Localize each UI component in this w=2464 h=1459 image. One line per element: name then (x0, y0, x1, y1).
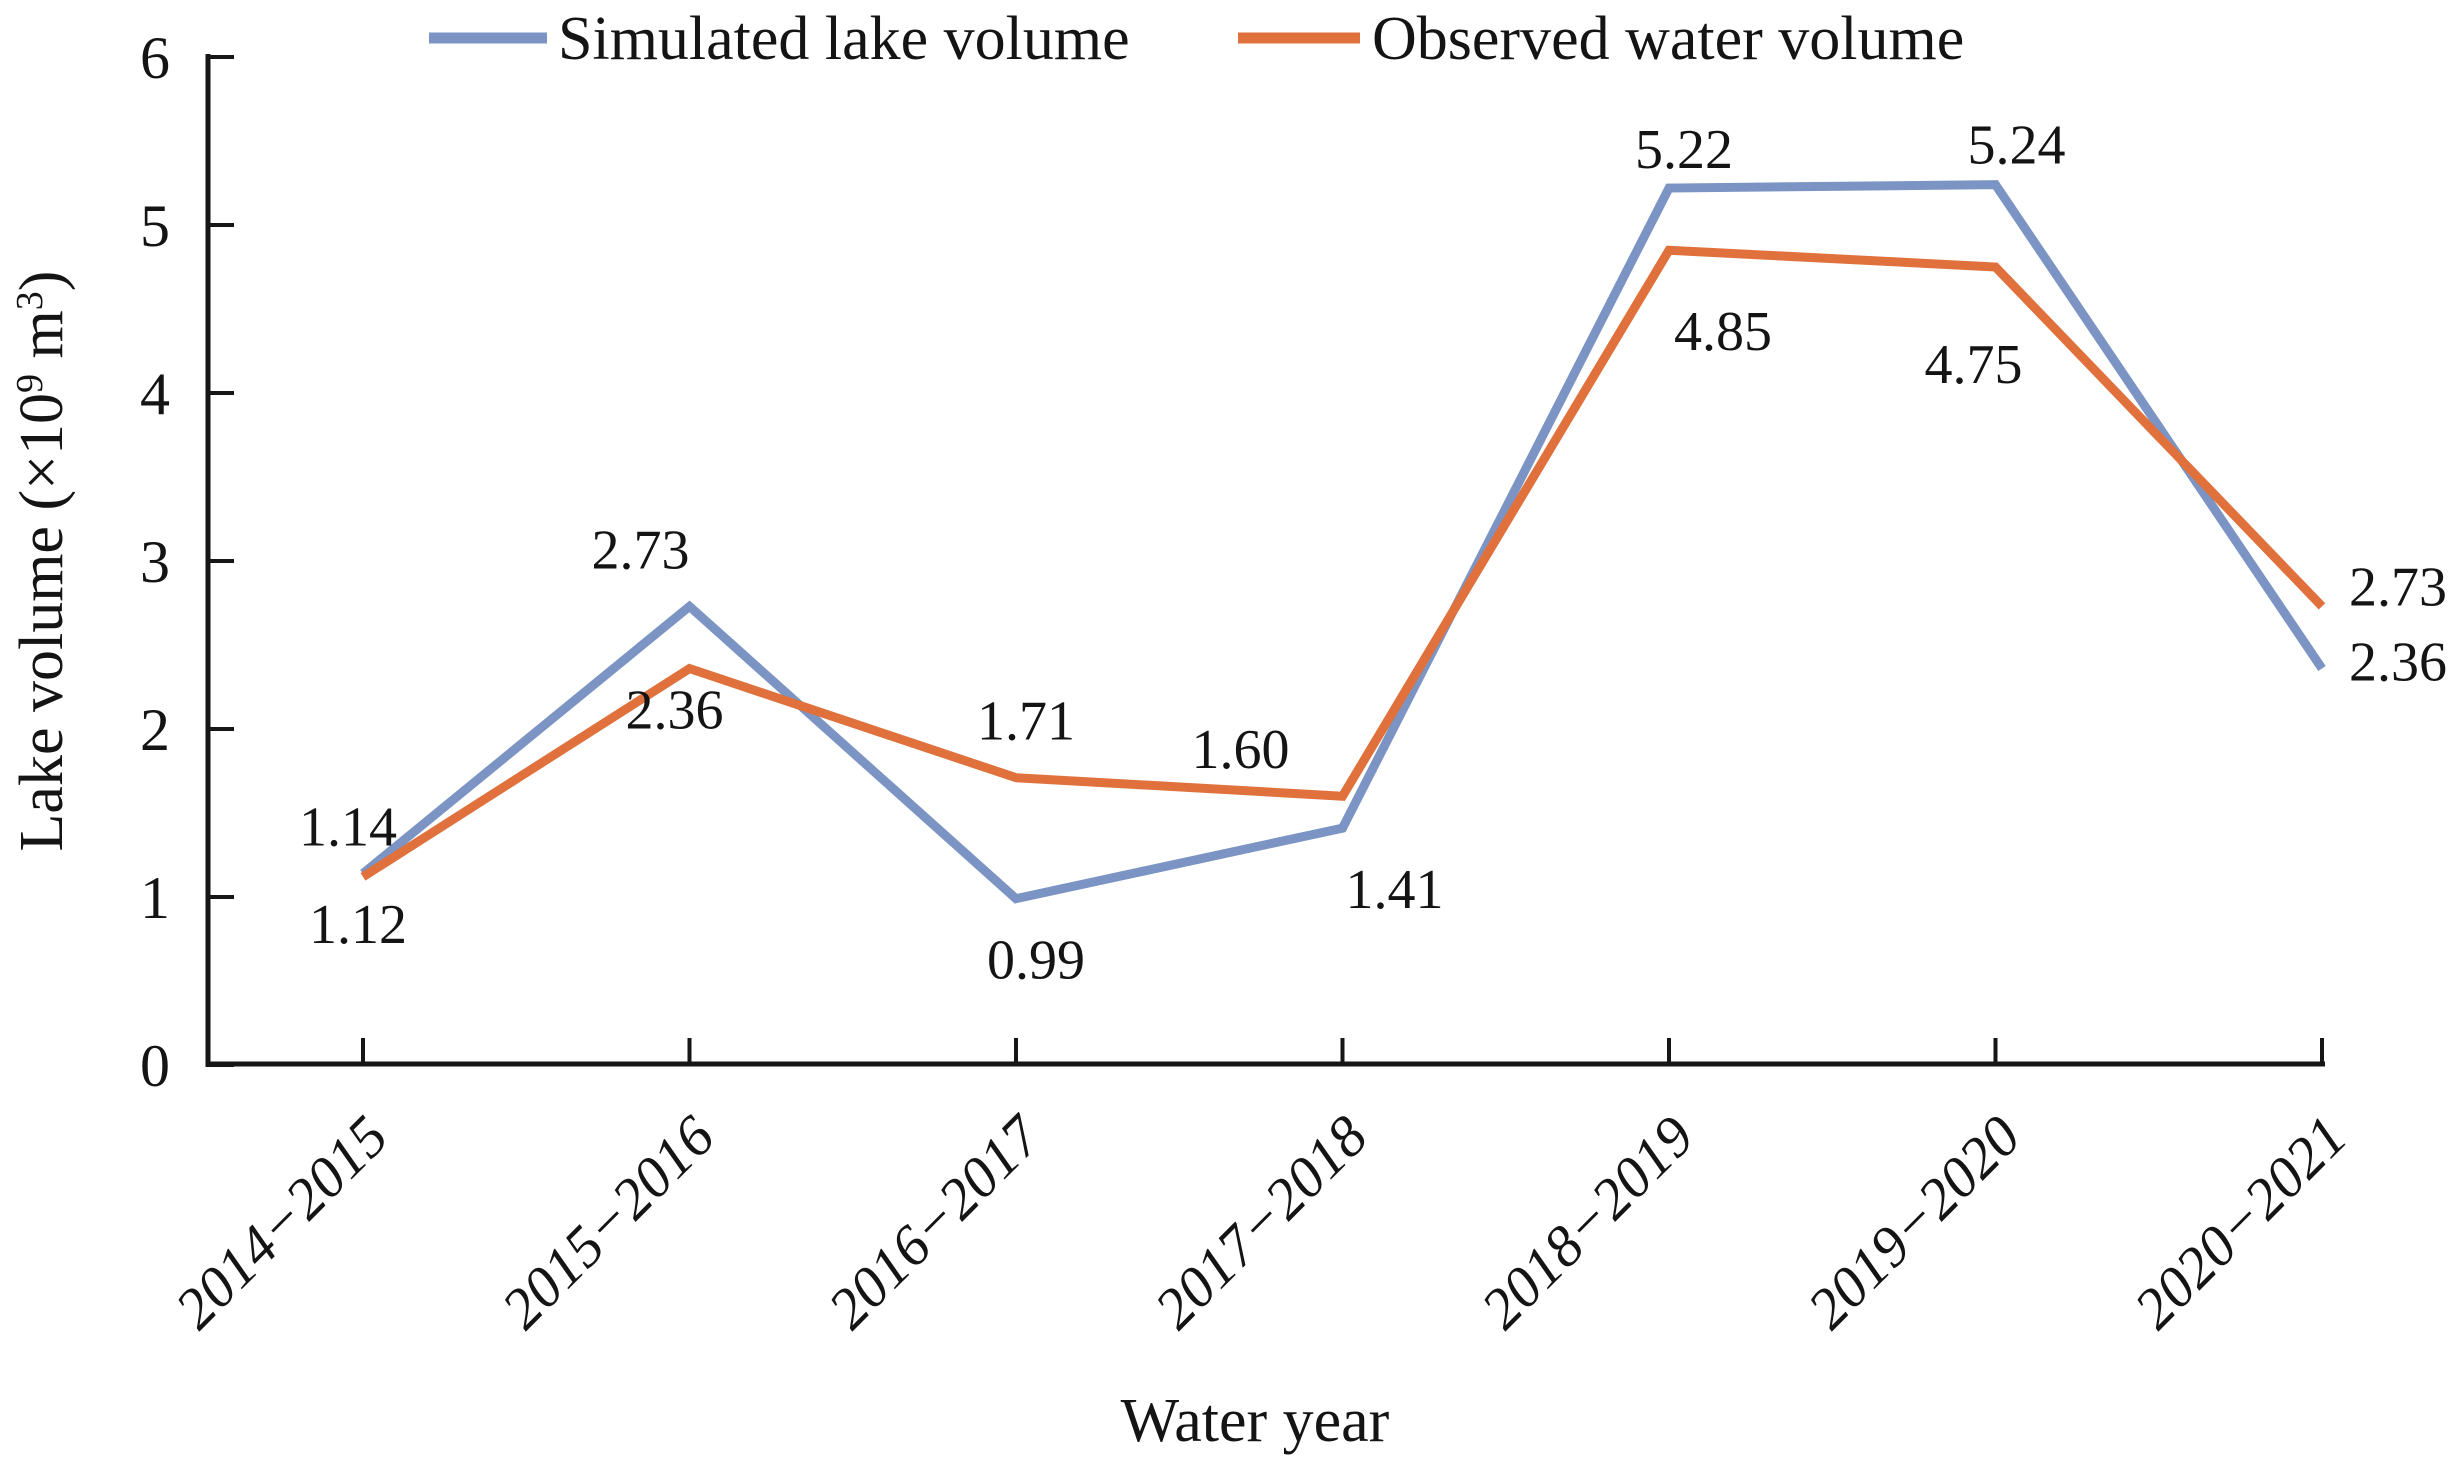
data-label-simulated: 2.36 (2349, 632, 2447, 694)
x-tick-label: 2020−2021 (2122, 1103, 2360, 1341)
x-tick-label: 2016−2017 (816, 1102, 1055, 1341)
data-label-simulated: 5.22 (1635, 119, 1733, 181)
data-point-labels: 1.14 2.73 0.99 1.41 5.22 5.24 2.36 1.12 2.36 1.71… (299, 115, 2447, 992)
y-tick-label: 0 (140, 1033, 170, 1099)
x-tick-label: 2017−2018 (1142, 1103, 1380, 1341)
data-label-observed: 4.75 (1925, 334, 2023, 396)
x-tick-label: 2014−2015 (163, 1103, 401, 1341)
series-line-observed (360, 245, 2326, 881)
data-label-simulated: 0.99 (987, 930, 1085, 992)
series-line-simulated (360, 180, 2326, 904)
legend-label-simulated: Simulated lake volume (558, 5, 1130, 73)
y-axis-tick-labels: 0 1 2 3 4 5 6 (140, 25, 170, 1099)
x-axis-tick-labels: 2014−2015 2015−2016 2016−2017 2017−2018 2018… (163, 1102, 2360, 1341)
y-axis-title: Lake volume (×109 m3) (8, 271, 76, 852)
data-label-observed: 1.71 (977, 691, 1075, 753)
data-label-observed: 2.73 (2349, 556, 2447, 618)
data-label-simulated: 2.73 (592, 519, 690, 581)
data-label-simulated: 1.41 (1346, 859, 1444, 921)
y-tick-label: 2 (140, 697, 170, 763)
y-tick-label: 1 (140, 865, 170, 931)
data-label-observed: 1.12 (309, 894, 407, 956)
legend-label-observed: Observed water volume (1372, 5, 1964, 73)
y-tick-label: 3 (140, 529, 170, 595)
data-label-observed: 4.85 (1674, 301, 1772, 363)
x-axis-title: Water year (1121, 1387, 1390, 1455)
y-tick-label: 5 (140, 193, 170, 259)
axes (205, 54, 2325, 1067)
x-tick-label: 2015−2016 (489, 1103, 727, 1341)
data-label-observed: 2.36 (626, 680, 724, 742)
x-tick-label: 2019−2020 (1795, 1103, 2033, 1341)
y-tick-label: 6 (140, 25, 170, 91)
data-label-simulated: 1.14 (299, 796, 397, 858)
legend: Simulated lake volume Observed water vol… (429, 5, 1964, 73)
x-tick-label: 2018−2019 (1469, 1103, 1707, 1341)
series-lines (360, 180, 2326, 904)
y-tick-label: 4 (140, 361, 170, 427)
data-label-simulated: 5.24 (1968, 115, 2066, 177)
data-label-observed: 1.60 (1192, 719, 1290, 781)
